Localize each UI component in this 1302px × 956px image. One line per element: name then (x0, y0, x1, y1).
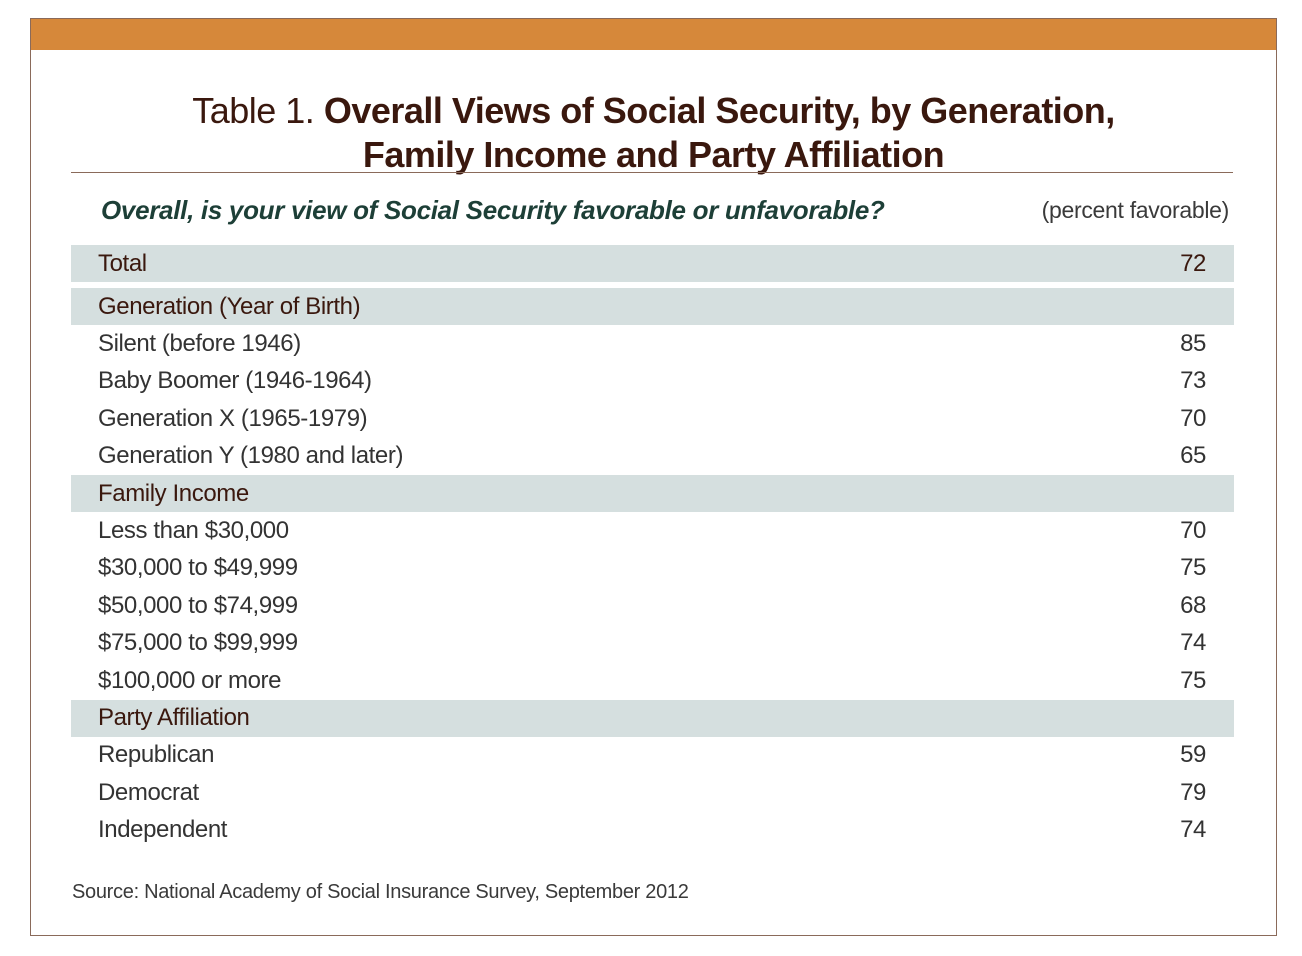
table-title: Table 1. Overall Views of Social Securit… (31, 89, 1276, 177)
row-label: Independent (98, 816, 228, 844)
row-value: 73 (1180, 367, 1206, 395)
row-value: 59 (1180, 741, 1206, 769)
title-line-1: Overall Views of Social Security, by Gen… (323, 90, 1115, 131)
row-label: Generation Y (1980 and later) (98, 442, 404, 470)
row-value: 70 (1180, 404, 1206, 432)
table-row: $30,000 to $49,999 75 (71, 550, 1234, 588)
source-note: Source: National Academy of Social Insur… (72, 881, 689, 903)
row-value: 75 (1180, 666, 1206, 694)
table-row: $50,000 to $74,999 68 (71, 587, 1234, 625)
row-label: Silent (before 1946) (98, 329, 301, 357)
total-row: Total 72 (71, 245, 1234, 282)
row-label: Less than $30,000 (98, 516, 289, 544)
table-row: $75,000 to $99,999 74 (71, 625, 1234, 663)
row-value: 65 (1180, 442, 1206, 470)
row-label: Republican (98, 741, 215, 769)
row-label: Baby Boomer (1946-1964) (98, 367, 372, 395)
total-value: 72 (1180, 249, 1206, 277)
section-heading-family-income: Family Income (71, 475, 1234, 512)
row-label: $50,000 to $74,999 (98, 591, 298, 619)
table-row: Less than $30,000 70 (71, 512, 1234, 550)
table-row: Generation X (1965-1979) 70 (71, 400, 1234, 438)
row-label: Democrat (98, 778, 199, 806)
row-value: 79 (1180, 778, 1206, 806)
table-row: Silent (before 1946) 85 (71, 325, 1234, 363)
units-label: (percent favorable) (1041, 197, 1230, 223)
section-heading-label: Generation (Year of Birth) (98, 292, 361, 320)
survey-question: Overall, is your view of Social Security… (101, 195, 885, 225)
row-value: 85 (1180, 329, 1206, 357)
row-label: $100,000 or more (98, 666, 282, 694)
table-row: $100,000 or more 75 (71, 662, 1234, 700)
row-value: 74 (1180, 629, 1206, 657)
section-heading-label: Party Affiliation (98, 704, 250, 731)
row-value: 70 (1180, 516, 1206, 544)
table-row: Independent 74 (71, 812, 1234, 850)
table-frame: Table 1. Overall Views of Social Securit… (30, 18, 1277, 936)
table-row: Baby Boomer (1946-1964) 73 (71, 363, 1234, 401)
title-line-2: Family Income and Party Affiliation (362, 134, 945, 175)
row-label: $30,000 to $49,999 (98, 554, 298, 582)
section-heading-label: Family Income (98, 479, 249, 507)
table-row: Generation Y (1980 and later) 65 (71, 438, 1234, 476)
title-prefix: Table 1. (192, 90, 315, 131)
row-label: $75,000 to $99,999 (98, 629, 298, 657)
table-row: Democrat 79 (71, 774, 1234, 812)
title-divider (71, 172, 1233, 173)
section-heading-party-affiliation: Party Affiliation (71, 699, 1234, 737)
total-label: Total (98, 249, 147, 277)
accent-bar (31, 19, 1276, 50)
row-value: 75 (1180, 554, 1206, 582)
table-row: Republican 59 (71, 737, 1234, 775)
row-value: 68 (1180, 591, 1206, 619)
row-label: Generation X (1965-1979) (98, 404, 368, 432)
data-table: Total 72 Generation (Year of Birth) Sile… (71, 245, 1234, 849)
row-value: 74 (1180, 816, 1206, 844)
section-heading-generation: Generation (Year of Birth) (71, 288, 1234, 325)
